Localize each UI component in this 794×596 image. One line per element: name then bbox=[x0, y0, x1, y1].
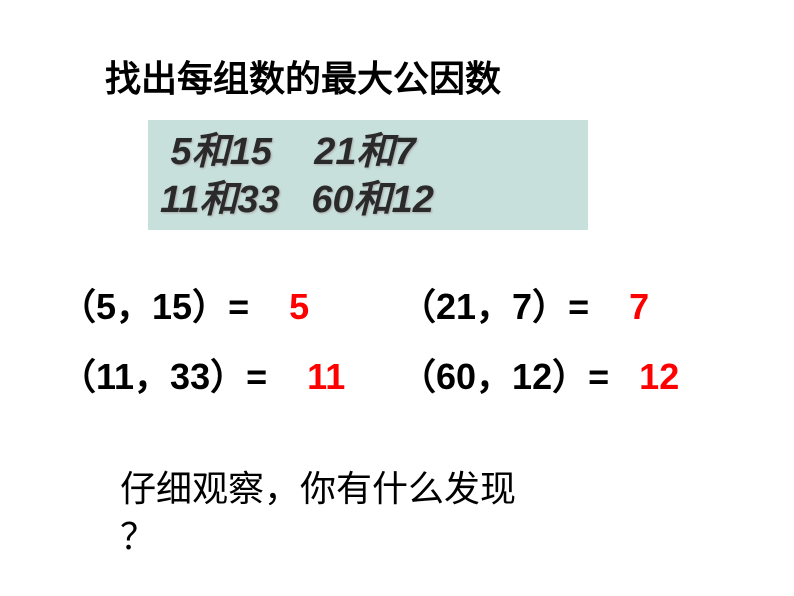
answer-1-right: （21，7）= 7 bbox=[400, 278, 649, 330]
footer-line-2: ？ bbox=[120, 513, 620, 561]
box-line-1: 5和15 21和7 bbox=[160, 128, 576, 176]
footer-question: 仔细观察，你有什么发现 ？ bbox=[120, 465, 620, 561]
result-3: 11 bbox=[307, 356, 345, 397]
expr-2: （21，7）= bbox=[400, 286, 589, 327]
answers-area: （5，15）= 5 （21，7）= 7 （11，33）= 11 （60，12）=… bbox=[60, 278, 760, 418]
expr-1: （5，15）= bbox=[60, 286, 249, 327]
answer-1-left: （5，15）= 5 bbox=[60, 278, 400, 330]
page-title: 找出每组数的最大公因数 bbox=[105, 50, 501, 102]
result-4: 12 bbox=[639, 356, 679, 397]
expr-3: （11，33）= bbox=[60, 356, 267, 397]
answer-row-2: （11，33）= 11 （60，12）= 12 bbox=[60, 348, 760, 400]
problem-box: 5和15 21和7 11和33 60和12 bbox=[148, 120, 588, 230]
answer-2-right: （60，12）= 12 bbox=[400, 348, 679, 400]
result-2: 7 bbox=[629, 286, 649, 327]
footer-line-1: 仔细观察，你有什么发现 bbox=[120, 465, 620, 513]
result-1: 5 bbox=[289, 286, 309, 327]
answer-2-left: （11，33）= 11 bbox=[60, 348, 400, 400]
expr-4: （60，12）= bbox=[400, 356, 609, 397]
answer-row-1: （5，15）= 5 （21，7）= 7 bbox=[60, 278, 760, 330]
box-line-2: 11和33 60和12 bbox=[160, 176, 576, 224]
